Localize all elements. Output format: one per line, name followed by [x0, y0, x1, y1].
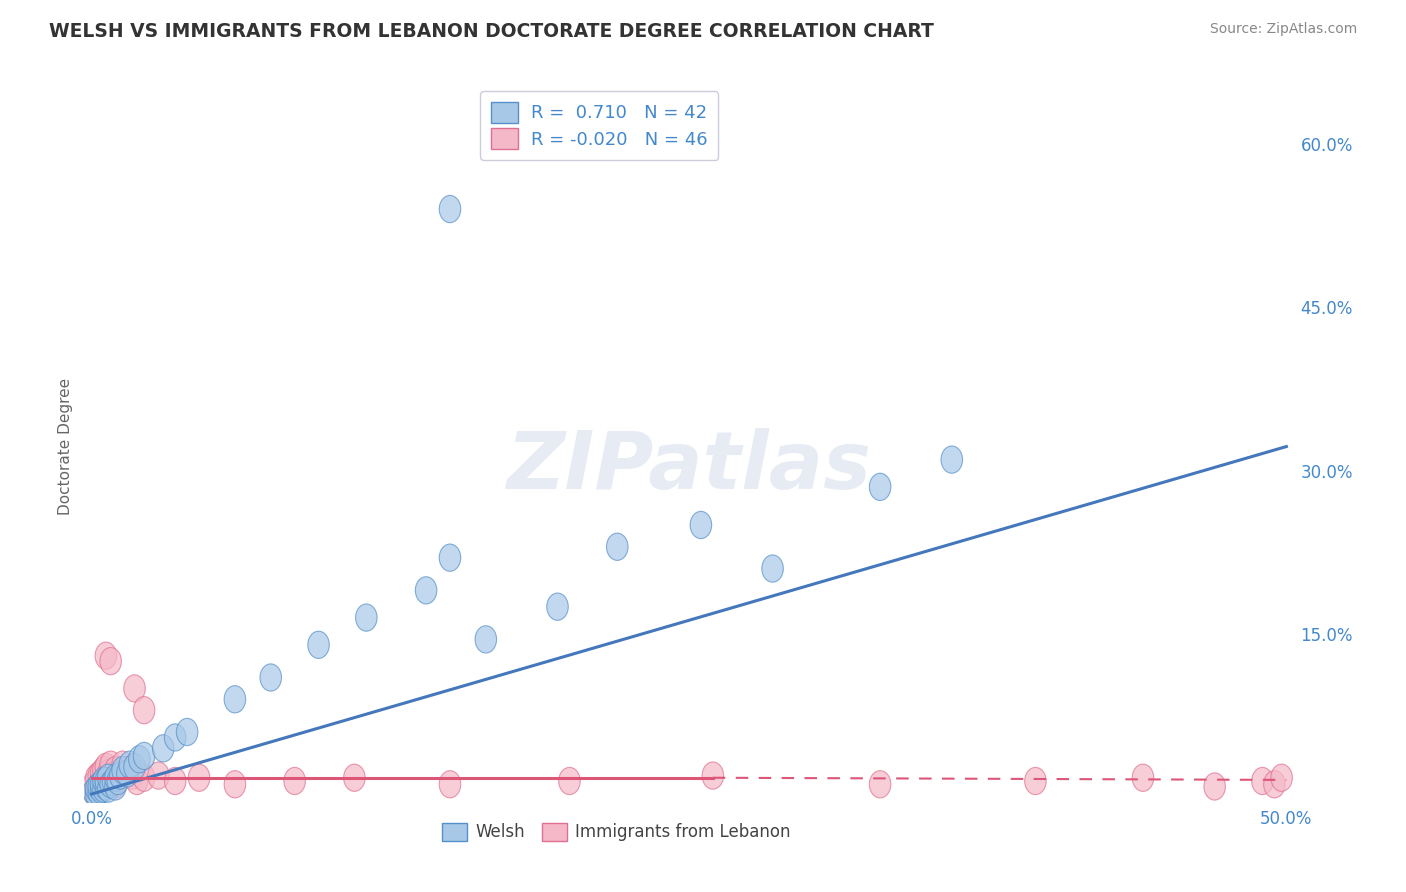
Ellipse shape	[1204, 772, 1226, 800]
Ellipse shape	[86, 775, 107, 802]
Ellipse shape	[86, 780, 107, 807]
Ellipse shape	[90, 767, 112, 795]
Ellipse shape	[96, 764, 117, 791]
Ellipse shape	[104, 756, 127, 784]
Ellipse shape	[134, 742, 155, 770]
Ellipse shape	[558, 767, 581, 795]
Ellipse shape	[1271, 764, 1292, 791]
Ellipse shape	[83, 779, 104, 805]
Ellipse shape	[83, 771, 104, 798]
Ellipse shape	[93, 772, 114, 800]
Ellipse shape	[117, 756, 138, 784]
Legend: Welsh, Immigrants from Lebanon: Welsh, Immigrants from Lebanon	[436, 816, 797, 848]
Ellipse shape	[90, 771, 112, 798]
Ellipse shape	[86, 764, 107, 791]
Ellipse shape	[356, 604, 377, 632]
Ellipse shape	[89, 779, 110, 805]
Ellipse shape	[134, 764, 155, 791]
Ellipse shape	[284, 767, 305, 795]
Ellipse shape	[112, 751, 134, 779]
Ellipse shape	[96, 753, 117, 780]
Ellipse shape	[690, 511, 711, 539]
Ellipse shape	[869, 474, 891, 500]
Ellipse shape	[308, 632, 329, 658]
Ellipse shape	[343, 764, 366, 791]
Ellipse shape	[104, 771, 127, 798]
Ellipse shape	[96, 767, 117, 795]
Ellipse shape	[93, 767, 114, 795]
Ellipse shape	[128, 746, 150, 772]
Ellipse shape	[96, 772, 117, 800]
Ellipse shape	[224, 686, 246, 713]
Ellipse shape	[97, 771, 120, 798]
Ellipse shape	[89, 772, 110, 800]
Ellipse shape	[1025, 767, 1046, 795]
Ellipse shape	[439, 195, 461, 223]
Ellipse shape	[1264, 771, 1285, 798]
Ellipse shape	[1132, 764, 1154, 791]
Ellipse shape	[107, 767, 128, 795]
Ellipse shape	[188, 764, 209, 791]
Ellipse shape	[110, 760, 131, 787]
Ellipse shape	[97, 775, 120, 802]
Ellipse shape	[89, 762, 110, 789]
Text: Source: ZipAtlas.com: Source: ZipAtlas.com	[1209, 22, 1357, 37]
Ellipse shape	[90, 776, 112, 804]
Ellipse shape	[104, 772, 127, 800]
Ellipse shape	[97, 764, 120, 791]
Ellipse shape	[869, 771, 891, 798]
Ellipse shape	[93, 775, 114, 802]
Ellipse shape	[475, 626, 496, 653]
Text: ZIPatlas: ZIPatlas	[506, 428, 872, 507]
Ellipse shape	[100, 751, 121, 779]
Ellipse shape	[107, 764, 128, 791]
Ellipse shape	[134, 697, 155, 723]
Ellipse shape	[152, 735, 174, 762]
Ellipse shape	[606, 533, 628, 560]
Ellipse shape	[100, 771, 121, 798]
Ellipse shape	[90, 760, 112, 787]
Ellipse shape	[103, 762, 124, 789]
Ellipse shape	[121, 762, 143, 789]
Ellipse shape	[148, 762, 169, 789]
Ellipse shape	[1251, 767, 1274, 795]
Ellipse shape	[100, 648, 121, 674]
Ellipse shape	[89, 772, 110, 800]
Ellipse shape	[117, 760, 138, 787]
Ellipse shape	[93, 756, 114, 784]
Ellipse shape	[260, 664, 281, 691]
Ellipse shape	[762, 555, 783, 582]
Ellipse shape	[112, 756, 134, 784]
Y-axis label: Doctorate Degree: Doctorate Degree	[58, 377, 73, 515]
Ellipse shape	[83, 779, 104, 805]
Ellipse shape	[439, 771, 461, 798]
Ellipse shape	[547, 593, 568, 620]
Ellipse shape	[103, 769, 124, 796]
Ellipse shape	[165, 767, 186, 795]
Ellipse shape	[100, 767, 121, 795]
Ellipse shape	[176, 718, 198, 746]
Ellipse shape	[941, 446, 963, 474]
Ellipse shape	[104, 764, 127, 791]
Ellipse shape	[439, 544, 461, 571]
Ellipse shape	[224, 771, 246, 798]
Ellipse shape	[165, 723, 186, 751]
Ellipse shape	[415, 577, 437, 604]
Ellipse shape	[110, 762, 131, 789]
Ellipse shape	[120, 751, 141, 779]
Ellipse shape	[124, 753, 145, 780]
Ellipse shape	[86, 775, 107, 802]
Text: WELSH VS IMMIGRANTS FROM LEBANON DOCTORATE DEGREE CORRELATION CHART: WELSH VS IMMIGRANTS FROM LEBANON DOCTORA…	[49, 22, 934, 41]
Ellipse shape	[127, 767, 148, 795]
Ellipse shape	[124, 674, 145, 702]
Ellipse shape	[97, 760, 120, 787]
Ellipse shape	[702, 762, 724, 789]
Ellipse shape	[96, 642, 117, 669]
